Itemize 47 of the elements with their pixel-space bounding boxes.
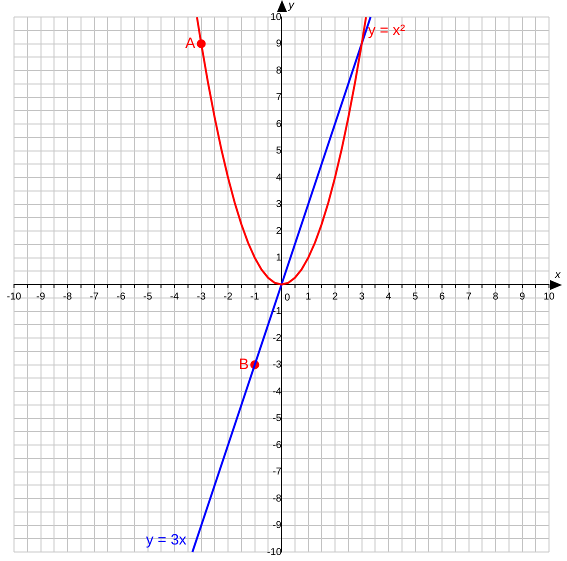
x-tick-label: 0 [284, 292, 290, 304]
y-tick-label: 1 [276, 252, 282, 264]
y-axis-title: y [288, 0, 296, 12]
x-tick-label: 4 [386, 291, 392, 302]
x-tick-label: 1 [305, 291, 312, 302]
y-tick-label: 7 [276, 92, 282, 103]
y-tick-label: 8 [276, 65, 282, 76]
annotation: A [185, 34, 196, 52]
y-tick-label: 3 [276, 199, 282, 210]
x-tick-label: -4 [170, 291, 180, 302]
y-tick-label: -3 [272, 360, 282, 370]
x-tick-label: 9 [519, 291, 526, 302]
x-tick-label: -7 [90, 291, 100, 302]
y-tick-label: -7 [272, 466, 282, 478]
y-tick-label: 10 [270, 12, 282, 23]
annotation: B [238, 356, 249, 373]
x-tick-label: 7 [466, 291, 472, 302]
x-tick-label: -2 [224, 291, 233, 302]
y-tick-label: -10 [267, 546, 282, 558]
x-tick-label: 10 [543, 291, 555, 302]
y-tick-label: 5 [276, 146, 282, 156]
y-tick-label: -9 [272, 520, 282, 531]
x-tick-label: -3 [196, 291, 206, 302]
x-tick-label: 5 [412, 291, 418, 302]
series-label: y = x² [368, 22, 406, 39]
y-tick-label: -4 [272, 386, 282, 398]
y-tick-label: -6 [272, 440, 282, 451]
y-tick-label: -5 [272, 413, 282, 424]
y-tick-label: 6 [276, 118, 282, 130]
x-tick-label: 2 [332, 291, 338, 302]
x-tick-label: -6 [116, 291, 126, 302]
y-tick-label: -1 [272, 306, 282, 317]
y-tick-label: 4 [276, 172, 282, 184]
y-tick-label: 9 [276, 38, 282, 50]
y-tick-label: 2 [276, 226, 282, 237]
x-tick-label: -1 [250, 291, 260, 302]
y-tick-label: -2 [272, 332, 282, 344]
x-tick-label: 8 [492, 291, 499, 302]
series-label: y = 3x [146, 532, 187, 549]
x-axis-title: x [554, 269, 561, 282]
x-tick-label: -8 [63, 291, 72, 302]
y-tick-label: -8 [272, 493, 282, 504]
x-tick-label: 6 [439, 291, 446, 302]
x-tick-label: 3 [358, 291, 365, 302]
x-tick-label: -10 [6, 291, 22, 302]
x-tick-label: -5 [143, 291, 153, 302]
x-tick-label: -9 [36, 291, 46, 302]
